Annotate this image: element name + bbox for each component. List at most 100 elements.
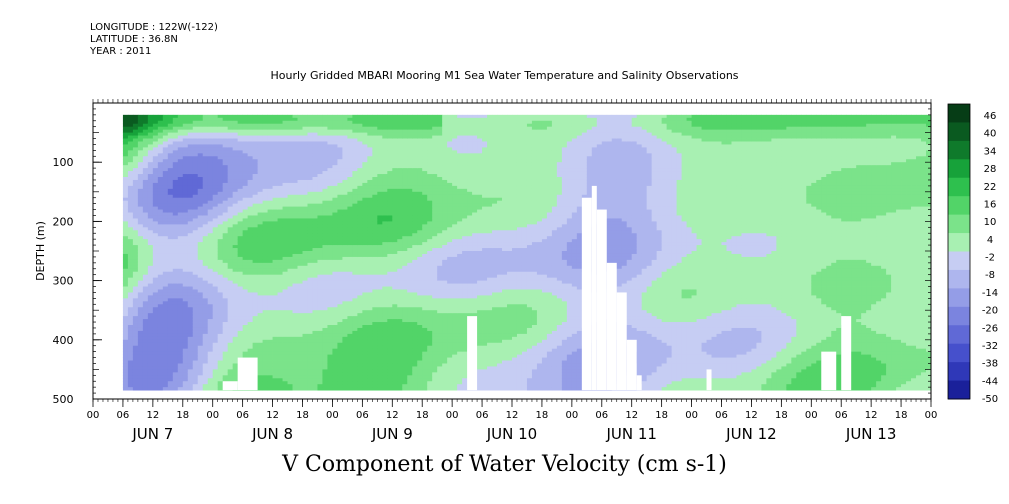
heatmap-cell (252, 277, 259, 281)
heatmap-cell (137, 230, 144, 234)
heatmap-cell (317, 236, 323, 240)
heatmap-cell (222, 248, 229, 252)
heatmap-cell (222, 286, 229, 290)
heatmap-cell (157, 259, 164, 264)
heatmap-cell (177, 369, 184, 373)
heatmap-cell (252, 114, 259, 119)
heatmap-cell (342, 141, 348, 145)
heatmap-cell (327, 221, 333, 225)
heatmap-cell (342, 313, 348, 317)
heatmap-cell (232, 310, 239, 314)
heatmap-cell (357, 251, 363, 255)
heatmap-cell (217, 117, 224, 122)
heatmap-cell (172, 159, 179, 163)
heatmap-cell (347, 283, 353, 287)
heatmap-cell (232, 339, 239, 344)
heatmap-cell (307, 212, 313, 216)
heatmap-cell (217, 239, 224, 243)
heatmap-cell (287, 236, 293, 240)
heatmap-cell (372, 239, 378, 243)
heatmap-cell (182, 239, 189, 243)
heatmap-cell (262, 345, 268, 350)
heatmap-cell (227, 126, 234, 131)
heatmap-cell (282, 363, 288, 367)
heatmap-cell (272, 185, 278, 190)
heatmap-cell (247, 265, 254, 270)
heatmap-cell (177, 141, 184, 145)
heatmap-cell (292, 120, 298, 125)
heatmap-cell (147, 221, 154, 225)
heatmap-cell (237, 286, 244, 290)
heatmap-cell (167, 366, 174, 370)
heatmap-cell (192, 245, 199, 249)
heatmap-cell (382, 248, 388, 252)
heatmap-cell (222, 265, 229, 270)
heatmap-cell (277, 224, 283, 228)
heatmap-cell (212, 230, 219, 234)
heatmap-cell (377, 236, 383, 240)
heatmap-cell (367, 159, 373, 163)
heatmap-cell (162, 369, 169, 373)
heatmap-cell (222, 203, 229, 207)
heatmap-cell (257, 286, 263, 290)
heatmap-cell (237, 319, 244, 323)
heatmap-cell (137, 236, 144, 240)
heatmap-cell (377, 123, 383, 128)
heatmap-cell (342, 212, 348, 216)
heatmap-cell (342, 218, 348, 222)
heatmap-cell (292, 319, 298, 323)
heatmap-cell (342, 327, 348, 332)
heatmap-cell (307, 277, 313, 281)
heatmap-cell (187, 162, 194, 166)
heatmap-cell (302, 150, 308, 154)
heatmap-cell (317, 212, 323, 216)
heatmap-cell (142, 165, 149, 169)
heatmap-cell (182, 120, 189, 125)
heatmap-cell (317, 384, 323, 388)
heatmap-cell (357, 387, 363, 391)
heatmap-cell (132, 203, 139, 207)
heatmap-cell (132, 357, 139, 361)
heatmap-cell (127, 135, 134, 139)
heatmap-cell (202, 171, 209, 175)
heatmap-cell (177, 132, 184, 136)
heatmap-cell (192, 381, 199, 385)
heatmap-cell (377, 345, 383, 350)
heatmap-cell (352, 375, 358, 379)
heatmap-cell (342, 345, 348, 350)
heatmap-cell (157, 298, 164, 302)
heatmap-cell (262, 357, 268, 361)
heatmap-cell (322, 242, 328, 246)
heatmap-cell (277, 265, 283, 270)
heatmap-cell (207, 304, 214, 308)
heatmap-cell (152, 150, 159, 154)
heatmap-cell (162, 171, 169, 175)
heatmap-cell (382, 295, 388, 299)
heatmap-cell (142, 295, 149, 299)
heatmap-cell (132, 197, 139, 202)
heatmap-cell (157, 168, 164, 172)
heatmap-cell (262, 156, 268, 160)
heatmap-cell (147, 215, 154, 219)
heatmap-cell (357, 330, 363, 335)
heatmap-cell (162, 319, 169, 323)
heatmap-cell (167, 310, 174, 314)
heatmap-cell (127, 280, 134, 284)
heatmap-cell (167, 387, 174, 391)
heatmap-cell (242, 129, 249, 133)
heatmap-cell (222, 283, 229, 287)
heatmap-cell (272, 132, 278, 136)
heatmap-cell (382, 360, 388, 364)
heatmap-cell (337, 239, 343, 243)
heatmap-cell (282, 360, 288, 364)
heatmap-cell (187, 336, 194, 341)
heatmap-cell (357, 289, 363, 293)
heatmap-cell (232, 280, 239, 284)
heatmap-cell (257, 265, 263, 270)
heatmap-cell (157, 203, 164, 207)
heatmap-cell (272, 239, 278, 243)
heatmap-cell (252, 256, 259, 261)
heatmap-cell (177, 224, 184, 228)
heatmap-cell (167, 209, 174, 213)
heatmap-cell (292, 307, 298, 311)
